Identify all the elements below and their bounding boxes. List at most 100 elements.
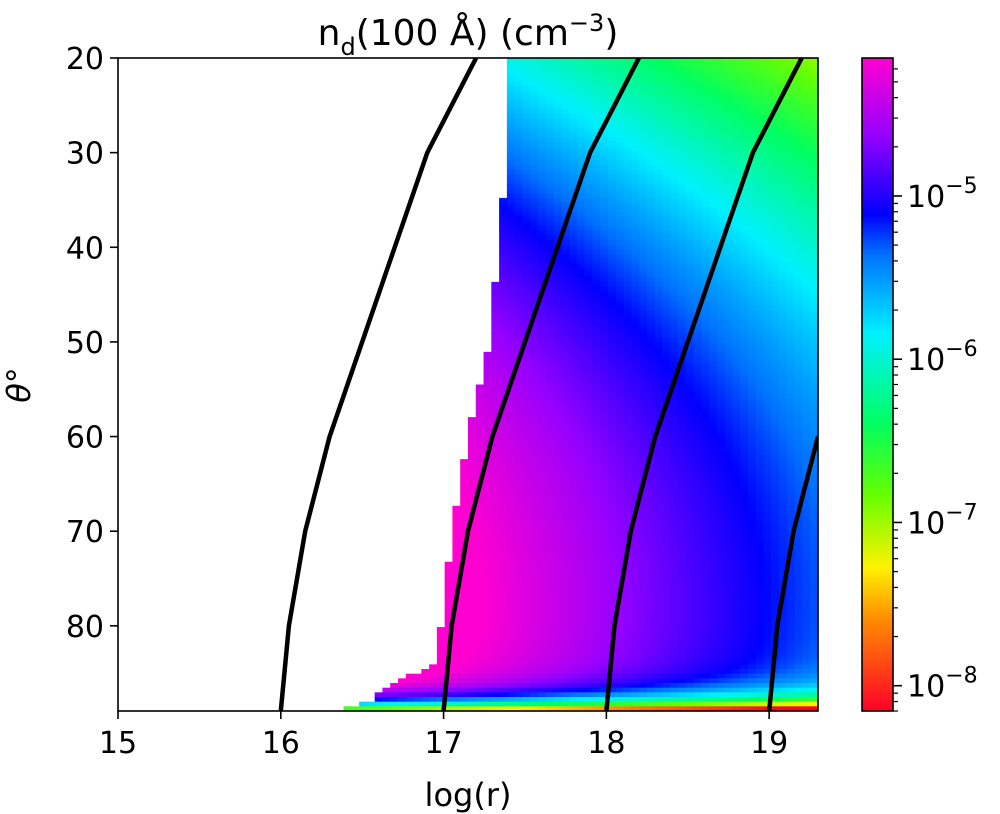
heatmap-cell — [514, 221, 524, 227]
heatmap-cell — [802, 81, 811, 87]
heatmap-cell — [724, 179, 734, 185]
heatmap-cell — [810, 216, 818, 222]
heatmap-cell — [740, 221, 749, 227]
heatmap-cell — [763, 67, 772, 73]
heatmap-cell — [709, 561, 718, 567]
heatmap-cell — [639, 524, 648, 530]
heatmap-cell — [794, 533, 804, 540]
heatmap-cell — [514, 258, 524, 264]
heatmap-cell — [786, 202, 796, 208]
heatmap-cell — [802, 510, 811, 516]
heatmap-cell — [584, 519, 594, 526]
heatmap-cell — [569, 459, 578, 465]
heatmap-cell — [771, 211, 780, 218]
heatmap-cell — [530, 435, 539, 442]
heatmap-cell — [639, 272, 648, 278]
heatmap-cell — [600, 239, 609, 246]
heatmap-cell — [810, 337, 818, 344]
heatmap-cell — [646, 127, 656, 134]
heatmap-cell — [662, 235, 671, 241]
heatmap-cell — [693, 300, 702, 306]
heatmap-cell — [678, 496, 687, 502]
heatmap-cell — [670, 183, 679, 190]
heatmap-cell — [685, 309, 695, 316]
heatmap-cell — [709, 58, 718, 64]
heatmap-cell — [576, 435, 586, 442]
heatmap-cell — [545, 561, 555, 567]
heatmap-cell — [569, 370, 578, 376]
heatmap-cell — [592, 361, 601, 367]
heatmap-cell — [506, 67, 516, 73]
heatmap-cell — [545, 291, 555, 297]
heatmap-cell — [709, 319, 718, 325]
heatmap-cell — [553, 337, 562, 344]
heatmap-cell — [716, 253, 726, 260]
heatmap-cell — [786, 529, 796, 535]
heatmap-cell — [786, 249, 796, 255]
heatmap-cell — [576, 216, 586, 222]
heatmap-cell — [709, 519, 718, 526]
heatmap-cell — [538, 58, 547, 64]
heatmap-cell — [530, 547, 539, 554]
heatmap-cell — [810, 323, 818, 330]
heatmap-cell — [755, 505, 765, 512]
heatmap-cell — [716, 305, 726, 311]
heatmap-cell — [561, 449, 570, 456]
heatmap-cell — [670, 445, 679, 451]
heatmap-cell — [522, 183, 531, 190]
heatmap-cell — [662, 561, 671, 567]
heatmap-cell — [670, 585, 679, 591]
heatmap-cell — [522, 127, 531, 134]
heatmap-cell — [740, 337, 749, 344]
heatmap-cell — [561, 258, 570, 264]
heatmap-cell — [499, 197, 508, 204]
heatmap-cell — [794, 393, 804, 400]
heatmap-cell — [639, 179, 648, 185]
heatmap-cell — [608, 281, 617, 288]
heatmap-cell — [794, 589, 804, 595]
heatmap-cell — [646, 566, 656, 572]
heatmap-cell — [499, 538, 508, 544]
heatmap-cell — [716, 575, 726, 581]
heatmap-cell — [771, 286, 780, 292]
heatmap-cell — [763, 379, 772, 386]
heatmap-cell — [678, 580, 687, 586]
heatmap-cell — [600, 67, 609, 73]
heatmap-cell — [646, 216, 656, 222]
heatmap-cell — [639, 169, 648, 176]
heatmap-cell — [483, 417, 492, 423]
heatmap-cell — [724, 412, 734, 418]
heatmap-cell — [701, 160, 710, 166]
heatmap-cell — [779, 449, 788, 456]
heatmap-cell — [530, 263, 539, 269]
heatmap-cell — [615, 449, 625, 456]
heatmap-cell — [810, 62, 818, 68]
heatmap-cell — [615, 132, 625, 138]
heatmap-cell — [810, 300, 818, 306]
heatmap-cell — [553, 538, 562, 544]
heatmap-cell — [786, 370, 796, 376]
heatmap-cell — [662, 146, 671, 152]
heatmap-cell — [592, 127, 601, 134]
heatmap-cell — [802, 253, 811, 260]
heatmap-cell — [724, 81, 734, 87]
heatmap-cell — [771, 557, 780, 563]
heatmap-cell — [786, 449, 796, 456]
heatmap-cell — [678, 309, 687, 316]
heatmap-cell — [538, 81, 547, 87]
heatmap-cell — [709, 85, 718, 92]
heatmap-cell — [444, 594, 454, 600]
heatmap-cell — [678, 519, 687, 526]
heatmap-cell — [576, 561, 586, 567]
heatmap-cell — [514, 300, 524, 306]
heatmap-cell — [654, 263, 664, 269]
heatmap-cell — [740, 160, 749, 166]
heatmap-cell — [685, 398, 695, 404]
heatmap-cell — [514, 71, 524, 78]
heatmap-cell — [483, 398, 492, 404]
heatmap-cell — [553, 211, 562, 218]
heatmap-cell — [468, 594, 477, 600]
heatmap-cell — [592, 589, 601, 595]
heatmap-cell — [631, 543, 640, 549]
heatmap-cell — [670, 277, 679, 283]
